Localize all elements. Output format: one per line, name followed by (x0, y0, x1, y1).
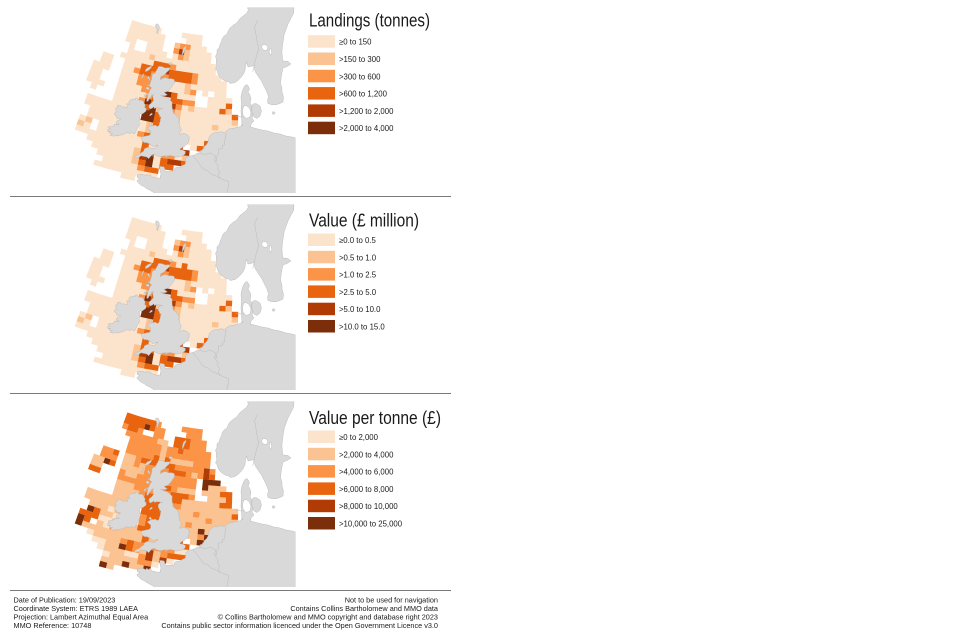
svg-text:≥0 to 2,000: ≥0 to 2,000 (339, 433, 379, 442)
svg-text:≥0 to 150: ≥0 to 150 (339, 38, 372, 47)
svg-text:Contains public sector informa: Contains public sector information licen… (161, 621, 438, 630)
svg-text:>600 to 1,200: >600 to 1,200 (339, 90, 388, 99)
svg-text:Landings (tonnes): Landings (tonnes) (309, 11, 430, 31)
svg-text:>4,000 to 6,000: >4,000 to 6,000 (339, 468, 394, 477)
svg-text:Contains Collins Bartholomew a: Contains Collins Bartholomew and MMO dat… (290, 604, 439, 613)
svg-text:>2.5 to 5.0: >2.5 to 5.0 (339, 288, 377, 297)
svg-text:>2,000 to 4,000: >2,000 to 4,000 (339, 450, 394, 459)
svg-text:>6,000 to 8,000: >6,000 to 8,000 (339, 485, 394, 494)
svg-text:Value per tonne (£): Value per tonne (£) (309, 408, 441, 428)
svg-text:>5.0 to 10.0: >5.0 to 10.0 (339, 305, 381, 314)
svg-text:Value (£ million): Value (£ million) (309, 211, 419, 231)
svg-text:>10,000 to 25,000: >10,000 to 25,000 (339, 520, 403, 529)
svg-text:>1,200 to 2,000: >1,200 to 2,000 (339, 107, 394, 116)
svg-text:Date of Publication: 19/09/202: Date of Publication: 19/09/2023 (14, 596, 116, 605)
svg-text:Coordinate System: ETRS 1989 L: Coordinate System: ETRS 1989 LAEA (14, 604, 139, 613)
svg-text:>1.0 to 2.5: >1.0 to 2.5 (339, 271, 377, 280)
svg-text:>300 to 600: >300 to 600 (339, 72, 381, 81)
svg-text:>10.0 to 15.0: >10.0 to 15.0 (339, 323, 385, 332)
svg-text:≥0.0 to 0.5: ≥0.0 to 0.5 (339, 236, 376, 245)
svg-text:Projection: Lambert Azimuthal: Projection: Lambert Azimuthal Equal Area (14, 613, 150, 622)
svg-text:>2,000 to 4,000: >2,000 to 4,000 (339, 124, 394, 133)
svg-text:>8,000 to 10,000: >8,000 to 10,000 (339, 502, 398, 511)
svg-text:© Collins Bartholomew and MMO: © Collins Bartholomew and MMO copyright … (218, 613, 438, 622)
svg-text:MMO Reference: 10748: MMO Reference: 10748 (14, 621, 92, 630)
svg-text:>150 to 300: >150 to 300 (339, 55, 381, 64)
svg-text:Not to be used for navigation: Not to be used for navigation (345, 596, 438, 605)
svg-text:>0.5 to 1.0: >0.5 to 1.0 (339, 253, 377, 262)
